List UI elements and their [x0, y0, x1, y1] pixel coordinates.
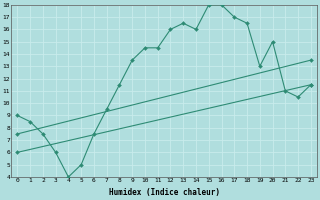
X-axis label: Humidex (Indice chaleur): Humidex (Indice chaleur): [108, 188, 220, 197]
